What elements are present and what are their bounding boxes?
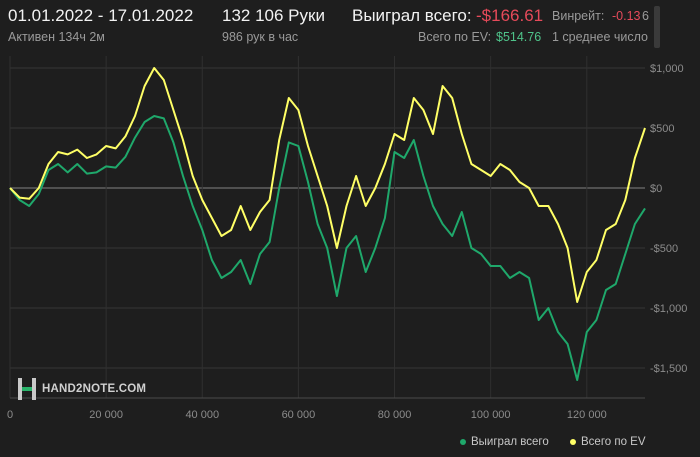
hands-count: 132 106 Руки	[222, 6, 325, 25]
chart-grid	[9, 56, 645, 399]
x-tick-label: 0	[7, 409, 13, 421]
active-time: Активен 134ч 2м	[8, 30, 105, 44]
y-tick-label: -$500	[650, 243, 678, 255]
y-tick-label: -$1,500	[650, 363, 687, 375]
x-tick-label: 20 000	[89, 409, 123, 421]
average-label: 1 среднее число	[552, 30, 649, 44]
y-tick-label: -$1,000	[650, 303, 687, 315]
x-tick-label: 60 000	[282, 409, 316, 421]
legend-dot-ev-icon	[570, 439, 576, 445]
logo-text: HAND2NOTE.COM	[42, 383, 147, 395]
legend-label-ev: Всего по EV	[581, 436, 646, 448]
total-ev-label: Всего по EV:	[418, 30, 492, 44]
series-line-ev	[9, 67, 646, 303]
total-won-value: -$166.61	[476, 6, 544, 25]
total-ev-value: $514.76	[496, 30, 542, 44]
winrate-label: Винрейт:	[552, 9, 605, 23]
winrate-unit: 6	[642, 9, 649, 23]
legend-item-ev[interactable]: Всего по EV	[570, 436, 646, 448]
hands-per-hour: 986 рук в час	[222, 30, 299, 44]
legend-item-won[interactable]: Выиграл всего	[460, 436, 549, 448]
x-tick-label: 100 000	[471, 409, 511, 421]
date-range: 01.01.2022 - 17.01.2022	[8, 6, 194, 25]
legend-label-won: Выиграл всего	[471, 436, 549, 448]
total-won-label: Выиграл всего:	[352, 6, 472, 25]
series-line-won	[9, 115, 646, 381]
y-tick-label: $0	[650, 183, 662, 195]
legend-dot-won-icon	[460, 439, 466, 445]
chart-lines	[9, 67, 646, 381]
x-tick-label: 40 000	[185, 409, 219, 421]
hand2note-logo: HAND2NOTE.COM	[18, 378, 146, 400]
winrate-value: -0.13	[612, 9, 641, 23]
y-axis-ticks: $1,000 $500 $0 -$500 -$1,000 -$1,500	[650, 63, 687, 375]
header-scrollbar[interactable]	[654, 6, 660, 48]
y-tick-label: $500	[650, 123, 674, 135]
y-tick-label: $1,000	[650, 63, 684, 75]
hand2note-logo-icon	[18, 378, 36, 400]
x-tick-label: 80 000	[378, 409, 412, 421]
x-axis-ticks: 0 20 000 40 000 60 000 80 000 100 000 120 000	[7, 409, 607, 421]
x-tick-label: 120 000	[567, 409, 607, 421]
